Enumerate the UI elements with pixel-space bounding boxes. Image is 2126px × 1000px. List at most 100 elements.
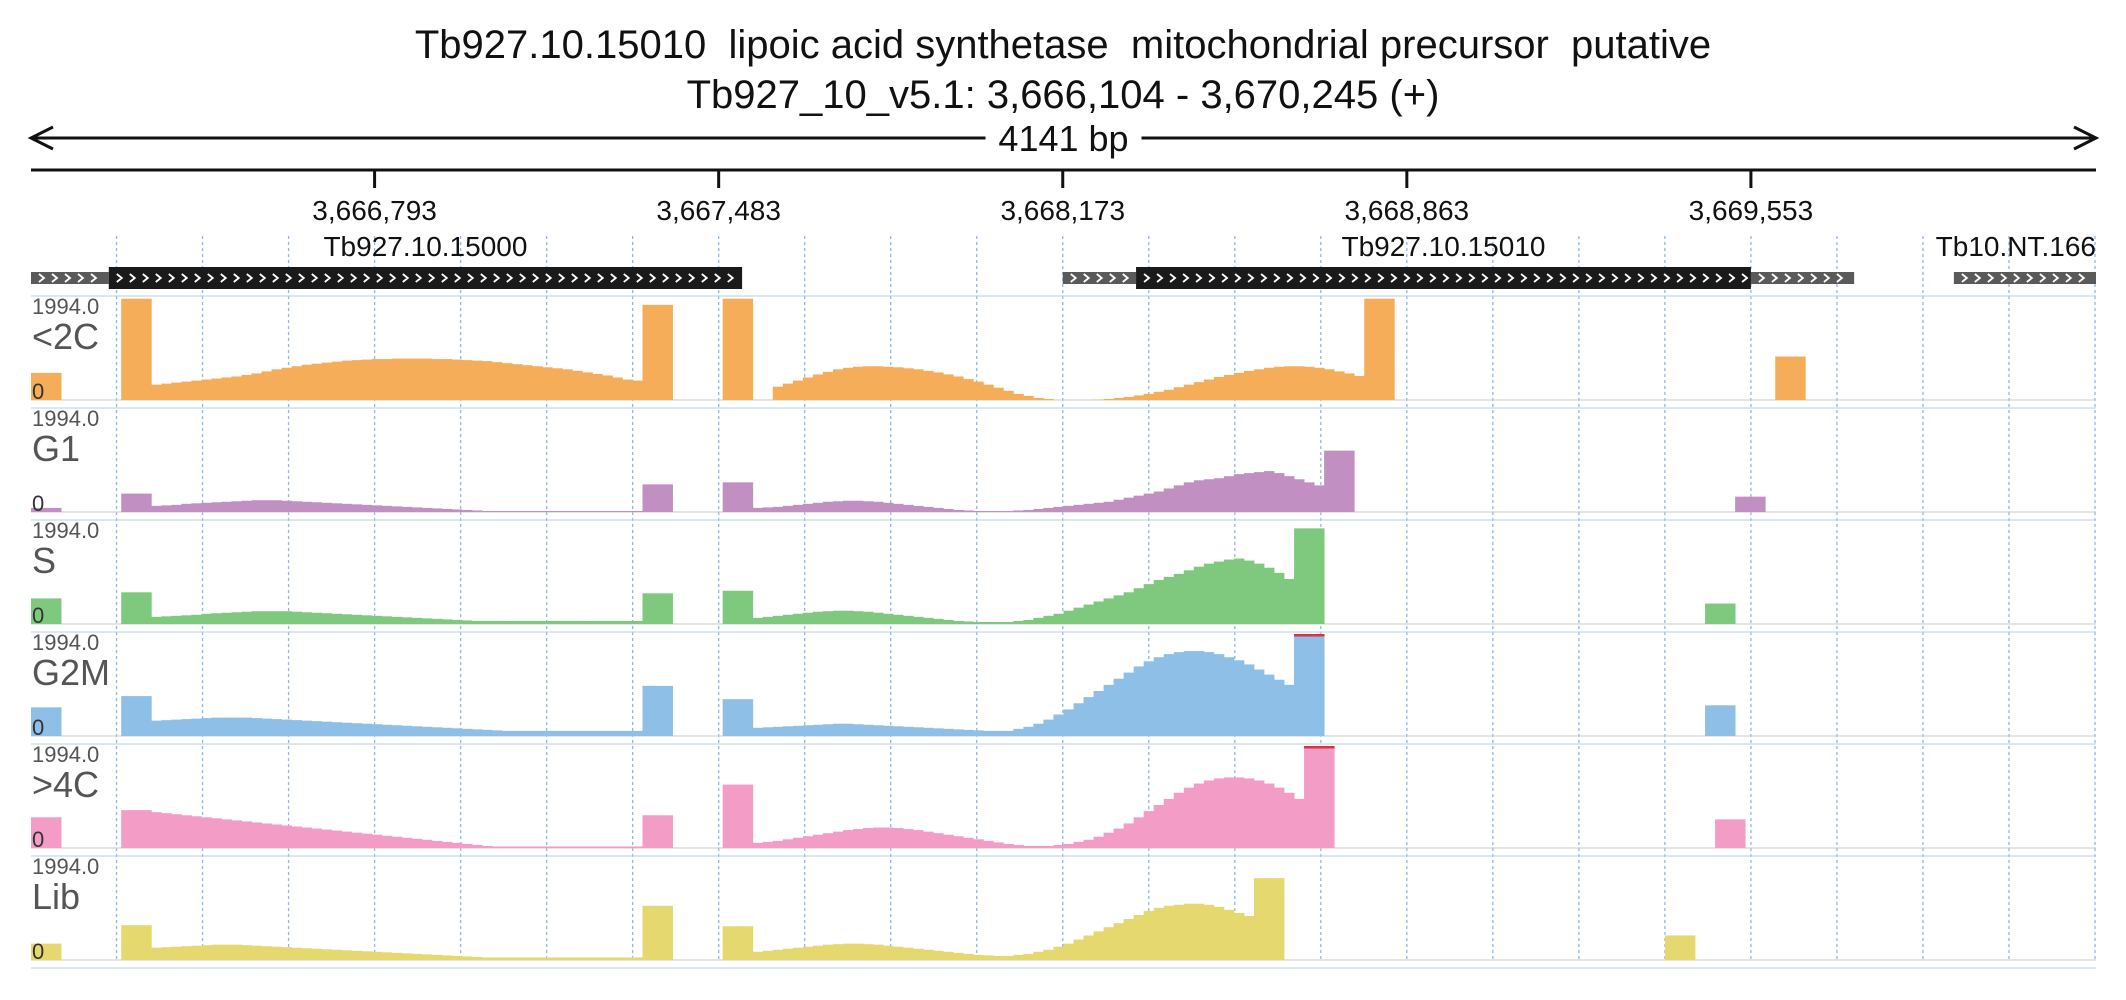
coverage-bar: [221, 717, 232, 736]
coverage-bar: [231, 612, 242, 624]
coverage-bar: [863, 611, 874, 624]
coverage-bar: [341, 503, 353, 512]
coverage-bar: [161, 720, 172, 736]
gene-tb927-10-15000[interactable]: Tb927.10.15000: [31, 231, 743, 289]
coverage-bar: [1183, 482, 1195, 512]
coverage-bar: [602, 620, 613, 624]
coverage-bar: [1274, 473, 1285, 512]
coverage-bar: [271, 500, 283, 512]
coverage-bar: [211, 378, 222, 400]
coverage-bar: [131, 696, 142, 736]
coverage-bar: [512, 957, 523, 960]
coverage-bar: [1795, 356, 1806, 400]
coverage-bar: [492, 730, 503, 736]
coverage-bar: [542, 510, 553, 512]
coverage-bar: [31, 943, 42, 960]
clip-marker: [1304, 634, 1315, 637]
coverage-bar: [261, 946, 272, 960]
coverage-bar: [421, 507, 433, 512]
coverage-bar: [812, 724, 824, 736]
coverage-bar: [1213, 654, 1225, 736]
coverage-bar: [1073, 607, 1084, 624]
coverage-bar: [1314, 634, 1325, 736]
gene-tb927-10-15010[interactable]: Tb927.10.15010: [1062, 231, 1855, 289]
coverage-bar: [141, 810, 152, 848]
coverage-bar: [983, 621, 994, 624]
coverage-bar: [852, 724, 864, 736]
coverage-bar: [371, 724, 383, 736]
track-y-max-label: 1994.0: [32, 854, 99, 879]
strand-chevrons: [1961, 273, 2086, 283]
coverage-bar: [973, 954, 984, 960]
coverage-bar: [542, 730, 553, 736]
coverage-bar: [291, 826, 303, 848]
coverage-bar: [1013, 620, 1024, 624]
coverage-bar: [953, 620, 964, 624]
coverage-bar: [1183, 384, 1195, 400]
coverage-bar: [361, 723, 373, 736]
coverage-bar: [552, 957, 563, 960]
coverage-bar: [732, 784, 744, 848]
coverage-bar: [271, 369, 283, 400]
coverage-bar: [431, 727, 443, 736]
coverage-bar: [462, 360, 473, 400]
coverage-bar: [221, 501, 232, 512]
coverage-bar: [842, 830, 854, 848]
coverage-bar: [1223, 374, 1235, 400]
coverage-bar: [281, 719, 293, 736]
coverage-bar: [361, 615, 373, 624]
coverage-bar: [913, 948, 924, 960]
track-y-min-label: 0: [32, 827, 44, 852]
coverage-bar: [1203, 563, 1215, 624]
clip-marker: [1294, 634, 1305, 637]
coverage-bar: [722, 590, 734, 624]
coverage-bar: [883, 725, 894, 736]
coverage-bar: [211, 613, 222, 624]
coverage-bar: [1143, 493, 1155, 512]
coverage-bar: [973, 730, 984, 736]
coverage-bar: [1093, 931, 1104, 960]
coverage-bar: [341, 722, 353, 736]
ruler-tick-label: 3,667,483: [656, 195, 781, 226]
coverage-bar: [782, 383, 794, 400]
coverage-bar: [431, 359, 443, 400]
coverage-bar: [792, 380, 804, 400]
coverage-bar: [873, 725, 884, 736]
coverage-bar: [1083, 839, 1094, 848]
coverage-track-g1: 1994.0G1 0: [31, 406, 2096, 521]
coverage-bar: [752, 507, 764, 512]
coverage-bar: [832, 610, 844, 624]
coverage-bar: [1083, 697, 1094, 736]
coverage-bar: [522, 957, 533, 960]
coverage-bar: [893, 367, 904, 400]
coverage-bar: [883, 502, 894, 512]
coverage-bar: [1203, 780, 1215, 848]
coverage-bar: [271, 824, 283, 848]
coverage-bar: [431, 508, 443, 512]
coverage-bar: [41, 598, 52, 624]
coverage-bar: [191, 816, 202, 848]
coverage-bar: [1063, 505, 1074, 512]
coverage-bar: [1243, 916, 1255, 960]
coverage-bar: [271, 946, 283, 960]
coverage-bar: [742, 699, 754, 736]
coverage-bar: [642, 685, 653, 736]
coverage-bar: [722, 926, 734, 960]
coverage-bar: [642, 905, 653, 960]
coverage-bar: [963, 729, 974, 736]
coverage-bar: [401, 953, 413, 960]
coverage-bar: [1183, 651, 1195, 736]
coverage-bar: [782, 726, 794, 736]
coverage-bar: [1284, 476, 1295, 512]
coverage-bar: [472, 510, 483, 512]
coverage-bar: [472, 620, 483, 624]
coverage-bar: [311, 721, 323, 736]
coverage-bar: [171, 946, 182, 960]
coverage-bar: [381, 616, 393, 624]
coverage-bar: [1043, 615, 1054, 624]
track-y-max-label: 1994.0: [32, 742, 99, 767]
coverage-bar: [552, 730, 563, 736]
coverage-bar: [662, 905, 673, 960]
coverage-bar: [632, 957, 643, 960]
gene-tb10-nt-166[interactable]: Tb10.NT.166: [1936, 231, 2096, 284]
